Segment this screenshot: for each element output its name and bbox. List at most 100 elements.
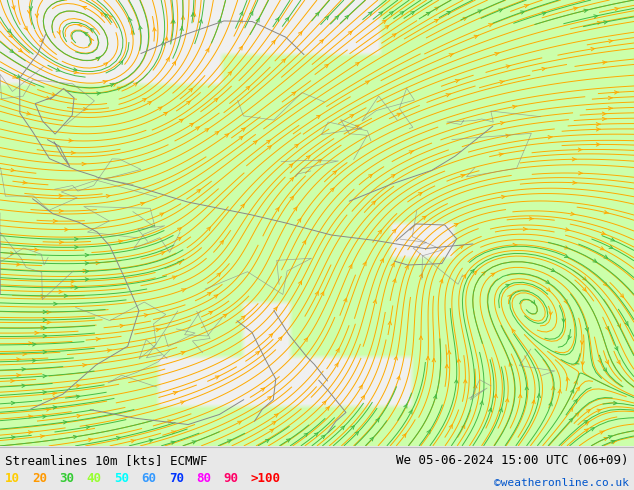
FancyArrowPatch shape: [256, 18, 259, 22]
FancyArrowPatch shape: [333, 171, 337, 174]
FancyArrowPatch shape: [271, 41, 275, 44]
FancyArrowPatch shape: [575, 361, 579, 364]
FancyArrowPatch shape: [370, 437, 373, 441]
FancyArrowPatch shape: [532, 400, 535, 404]
FancyArrowPatch shape: [365, 81, 369, 84]
FancyArrowPatch shape: [427, 430, 430, 434]
FancyArrowPatch shape: [604, 368, 607, 372]
FancyArrowPatch shape: [295, 145, 298, 147]
FancyArrowPatch shape: [11, 169, 15, 171]
FancyArrowPatch shape: [609, 40, 613, 43]
FancyArrowPatch shape: [474, 385, 477, 388]
FancyArrowPatch shape: [29, 6, 32, 10]
FancyArrowPatch shape: [584, 420, 588, 424]
FancyArrowPatch shape: [609, 107, 612, 110]
FancyArrowPatch shape: [173, 392, 178, 394]
FancyArrowPatch shape: [266, 440, 269, 442]
FancyArrowPatch shape: [178, 228, 181, 231]
FancyArrowPatch shape: [602, 117, 607, 121]
FancyArrowPatch shape: [54, 302, 57, 305]
FancyArrowPatch shape: [326, 407, 329, 411]
FancyArrowPatch shape: [455, 79, 460, 83]
FancyArrowPatch shape: [512, 329, 515, 333]
FancyArrowPatch shape: [394, 356, 398, 360]
FancyArrowPatch shape: [10, 49, 13, 52]
FancyArrowPatch shape: [320, 40, 323, 43]
FancyArrowPatch shape: [112, 83, 117, 86]
FancyArrowPatch shape: [299, 32, 302, 35]
FancyArrowPatch shape: [345, 16, 349, 19]
FancyArrowPatch shape: [355, 125, 359, 128]
FancyArrowPatch shape: [77, 24, 82, 26]
FancyArrowPatch shape: [281, 59, 285, 63]
FancyArrowPatch shape: [355, 432, 359, 435]
FancyArrowPatch shape: [86, 426, 89, 429]
FancyArrowPatch shape: [42, 415, 46, 418]
FancyArrowPatch shape: [166, 58, 169, 61]
FancyArrowPatch shape: [455, 379, 458, 383]
FancyArrowPatch shape: [480, 401, 483, 405]
FancyArrowPatch shape: [368, 174, 372, 178]
FancyArrowPatch shape: [161, 42, 164, 45]
FancyArrowPatch shape: [495, 52, 500, 56]
FancyArrowPatch shape: [351, 426, 354, 429]
FancyArrowPatch shape: [228, 440, 231, 443]
FancyArrowPatch shape: [388, 321, 391, 325]
FancyArrowPatch shape: [76, 395, 80, 398]
FancyArrowPatch shape: [605, 326, 609, 330]
FancyArrowPatch shape: [75, 286, 78, 289]
FancyArrowPatch shape: [82, 162, 86, 166]
FancyArrowPatch shape: [215, 376, 219, 379]
Text: 10: 10: [5, 472, 20, 485]
FancyArrowPatch shape: [192, 441, 196, 444]
FancyArrowPatch shape: [614, 401, 617, 405]
FancyArrowPatch shape: [625, 321, 628, 325]
FancyArrowPatch shape: [604, 255, 607, 258]
FancyArrowPatch shape: [22, 384, 25, 388]
FancyArrowPatch shape: [447, 11, 451, 15]
FancyArrowPatch shape: [359, 385, 362, 389]
FancyArrowPatch shape: [16, 263, 21, 266]
FancyArrowPatch shape: [604, 211, 609, 214]
FancyArrowPatch shape: [341, 426, 344, 430]
FancyArrowPatch shape: [411, 12, 415, 15]
FancyArrowPatch shape: [316, 12, 319, 16]
FancyArrowPatch shape: [53, 406, 56, 409]
FancyArrowPatch shape: [85, 270, 89, 273]
FancyArrowPatch shape: [400, 12, 404, 15]
FancyArrowPatch shape: [119, 61, 123, 65]
FancyArrowPatch shape: [276, 18, 279, 22]
FancyArrowPatch shape: [56, 68, 60, 71]
FancyArrowPatch shape: [186, 101, 190, 104]
FancyArrowPatch shape: [76, 384, 81, 388]
FancyArrowPatch shape: [574, 381, 577, 384]
FancyArrowPatch shape: [180, 27, 183, 30]
FancyArrowPatch shape: [602, 61, 607, 64]
FancyArrowPatch shape: [614, 91, 619, 94]
FancyArrowPatch shape: [117, 87, 122, 90]
FancyArrowPatch shape: [11, 401, 15, 405]
FancyArrowPatch shape: [578, 148, 583, 151]
FancyArrowPatch shape: [509, 363, 512, 367]
FancyArrowPatch shape: [409, 150, 414, 154]
FancyArrowPatch shape: [440, 279, 443, 283]
FancyArrowPatch shape: [172, 276, 177, 279]
FancyArrowPatch shape: [156, 328, 160, 332]
FancyArrowPatch shape: [506, 284, 510, 287]
FancyArrowPatch shape: [409, 410, 412, 414]
FancyArrowPatch shape: [140, 202, 145, 205]
FancyArrowPatch shape: [461, 174, 465, 177]
FancyArrowPatch shape: [46, 97, 51, 99]
FancyArrowPatch shape: [275, 414, 278, 417]
FancyArrowPatch shape: [529, 217, 534, 220]
FancyArrowPatch shape: [241, 204, 244, 208]
FancyArrowPatch shape: [167, 420, 172, 423]
FancyArrowPatch shape: [404, 404, 407, 408]
FancyArrowPatch shape: [91, 38, 94, 42]
FancyArrowPatch shape: [446, 94, 451, 97]
FancyArrowPatch shape: [604, 282, 607, 286]
FancyArrowPatch shape: [378, 230, 382, 234]
FancyArrowPatch shape: [35, 331, 39, 335]
FancyArrowPatch shape: [223, 314, 227, 318]
FancyArrowPatch shape: [566, 377, 569, 381]
